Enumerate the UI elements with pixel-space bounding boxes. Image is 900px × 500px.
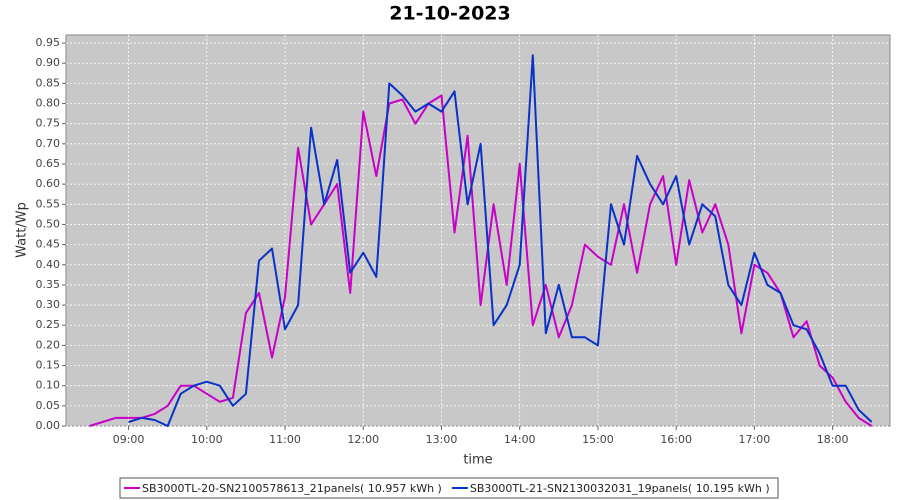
- x-tick-label: 09:00: [113, 433, 145, 446]
- y-tick-label: 0.30: [36, 298, 61, 311]
- x-tick-label: 12:00: [347, 433, 379, 446]
- plot-area: [65, 34, 891, 427]
- x-axis-label: time: [463, 453, 492, 468]
- x-tick-label: 17:00: [739, 433, 771, 446]
- y-tick-label: 0.25: [36, 318, 61, 331]
- y-tick-label: 0.40: [36, 258, 61, 271]
- y-tick-label: 0.00: [36, 419, 61, 432]
- y-tick-label: 0.85: [36, 76, 61, 89]
- x-tick-label: 13:00: [426, 433, 458, 446]
- y-tick-label: 0.45: [36, 238, 61, 251]
- y-tick-label: 0.15: [36, 359, 61, 372]
- y-tick-label: 0.70: [36, 137, 61, 150]
- chart-title: 21-10-2023: [389, 3, 511, 25]
- x-tick-label: 10:00: [191, 433, 223, 446]
- legend-label: SB3000TL-21-SN2130032031_19panels( 10.19…: [470, 482, 770, 495]
- legend-label: SB3000TL-20-SN2100578613_21panels( 10.95…: [142, 482, 442, 495]
- y-tick-label: 0.65: [36, 157, 61, 170]
- y-axis-label: Watt/Wp: [15, 202, 30, 258]
- series-line: [128, 54, 873, 427]
- y-tick-label: 0.80: [36, 97, 61, 110]
- x-tick-label: 11:00: [269, 433, 301, 446]
- y-tick-label: 0.10: [36, 379, 61, 392]
- y-tick-label: 0.90: [36, 56, 61, 69]
- series-line: [89, 94, 873, 427]
- y-tick-label: 0.20: [36, 338, 61, 351]
- y-tick-label: 0.50: [36, 217, 61, 230]
- legend: [119, 477, 779, 499]
- y-tick-label: 0.35: [36, 278, 61, 291]
- y-tick-label: 0.60: [36, 177, 61, 190]
- y-tick-label: 0.55: [36, 197, 61, 210]
- x-tick-label: 15:00: [582, 433, 614, 446]
- y-tick-label: 0.95: [36, 36, 61, 49]
- y-tick-label: 0.05: [36, 399, 61, 412]
- x-tick-label: 16:00: [660, 433, 692, 446]
- x-tick-label: 14:00: [504, 433, 536, 446]
- y-tick-label: 0.75: [36, 117, 61, 130]
- x-tick-label: 18:00: [817, 433, 849, 446]
